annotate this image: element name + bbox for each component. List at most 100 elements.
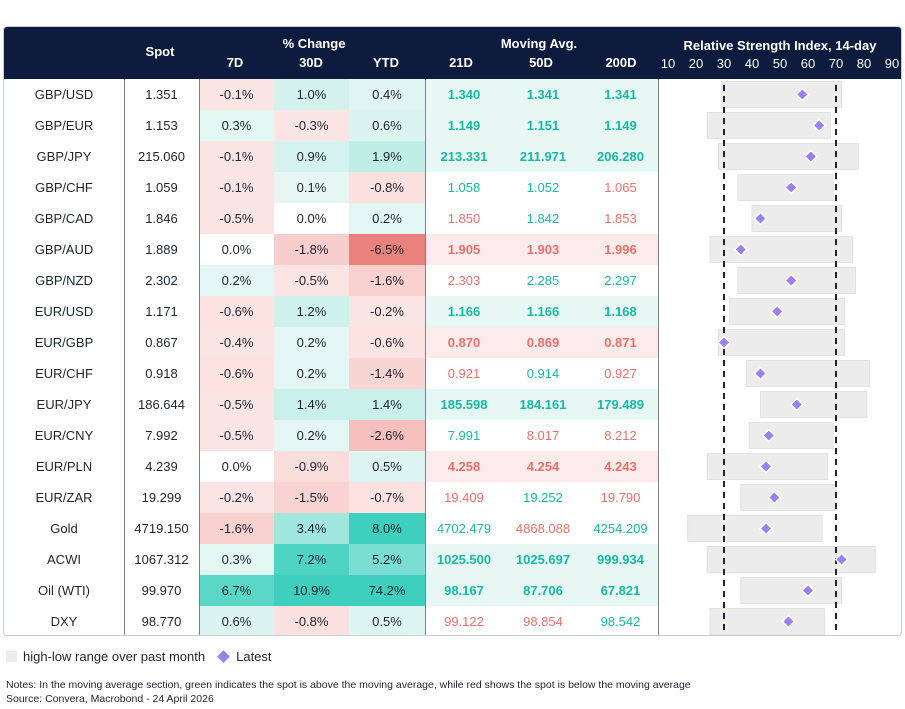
change-30d: 7.2% bbox=[274, 544, 349, 575]
legend-latest-label: Latest bbox=[236, 649, 272, 664]
rsi-tick-label: 50 bbox=[772, 56, 788, 71]
moving-avg-200d: 999.934 bbox=[597, 552, 644, 567]
legend: high-low range over past month Latest bbox=[6, 649, 272, 664]
moving-avg-50d: 19.252 bbox=[523, 490, 563, 505]
row-label: EUR/JPY bbox=[36, 397, 92, 412]
rsi-latest-marker bbox=[834, 552, 849, 567]
change-30d: 3.4% bbox=[274, 513, 349, 544]
change-30d: -1.5% bbox=[274, 482, 349, 513]
rsi-latest-marker bbox=[767, 490, 782, 505]
moving-avg-50d: 0.869 bbox=[526, 335, 560, 350]
header-rsi-title: Relative Strength Index, 14-day bbox=[683, 38, 877, 53]
moving-avg-21d: 0.921 bbox=[447, 366, 481, 381]
header-pct-change: % Change bbox=[282, 36, 346, 51]
spot-value: 19.299 bbox=[141, 490, 182, 505]
row-label: ACWI bbox=[47, 552, 81, 567]
moving-avg-21d: 1.850 bbox=[447, 211, 481, 226]
moving-avg-50d: 4.254 bbox=[526, 459, 560, 474]
moving-avg-21d: 1.149 bbox=[447, 118, 481, 133]
rsi-tick-label: 40 bbox=[744, 56, 760, 71]
change-30d: 1.0% bbox=[274, 79, 349, 110]
rsi-latest-marker bbox=[761, 428, 776, 443]
spot-value: 4719.150 bbox=[134, 521, 189, 536]
rsi-range-bar bbox=[720, 81, 843, 108]
change-7d: 0.3% bbox=[199, 110, 274, 141]
moving-avg-50d: 1.842 bbox=[526, 211, 560, 226]
moving-avg-200d: 1.065 bbox=[604, 180, 637, 195]
change-ytd: 0.4% bbox=[349, 79, 425, 110]
moving-avg-21d: 1.058 bbox=[447, 180, 481, 195]
moving-avg-21d: 185.598 bbox=[440, 397, 488, 412]
rsi-tick-label: 90 bbox=[884, 56, 900, 71]
rsi-latest-marker bbox=[800, 583, 816, 598]
rsi-latest-marker bbox=[758, 521, 774, 536]
change-ytd: -0.7% bbox=[349, 482, 425, 513]
rsi-range-bar bbox=[745, 360, 871, 387]
change-ytd: 5.2% bbox=[349, 544, 425, 575]
change-ytd: -0.8% bbox=[349, 172, 425, 203]
rsi-tick-label: 80 bbox=[856, 56, 872, 71]
moving-avg-21d: 213.331 bbox=[440, 149, 488, 164]
change-ytd: 74.2% bbox=[349, 575, 425, 606]
row-label: GBP/NZD bbox=[35, 273, 93, 288]
change-7d: 0.2% bbox=[199, 265, 274, 296]
moving-avg-200d: 4.243 bbox=[604, 459, 637, 474]
header-spot: Spot bbox=[145, 44, 175, 59]
ma-row-band bbox=[425, 296, 658, 327]
change-ytd: -0.6% bbox=[349, 327, 425, 358]
rsi-tick-label: 70 bbox=[828, 56, 844, 71]
fx-table-panel: Spot % Change 7D 30D YTD Moving Avg. 21D… bbox=[3, 26, 902, 636]
rsi-latest-marker bbox=[795, 87, 810, 102]
change-7d: -0.1% bbox=[199, 141, 274, 172]
ma-row-band bbox=[425, 141, 658, 172]
change-7d: -0.1% bbox=[199, 79, 274, 110]
ma-row-band bbox=[425, 327, 658, 358]
spot-value: 1.351 bbox=[145, 87, 178, 102]
source-text: Source: Convera, Macrobond - 24 April 20… bbox=[6, 693, 214, 705]
moving-avg-21d: 98.167 bbox=[444, 583, 484, 598]
change-ytd: -6.5% bbox=[349, 234, 425, 265]
moving-avg-50d: 1025.697 bbox=[515, 552, 571, 567]
moving-avg-21d: 2.303 bbox=[447, 273, 481, 288]
spot-value: 1.153 bbox=[145, 118, 178, 133]
moving-avg-200d: 98.542 bbox=[600, 614, 641, 629]
change-7d: -1.6% bbox=[199, 513, 274, 544]
rsi-range-bar bbox=[740, 577, 843, 604]
change-7d: -0.5% bbox=[199, 420, 274, 451]
row-label: GBP/CAD bbox=[34, 211, 94, 226]
moving-avg-21d: 19.409 bbox=[444, 490, 484, 505]
spot-value: 1067.312 bbox=[134, 552, 189, 567]
row-label: DXY bbox=[50, 614, 78, 629]
rsi-tick-label: 60 bbox=[800, 56, 816, 71]
column-separator bbox=[425, 79, 426, 635]
spot-value: 215.060 bbox=[138, 149, 185, 164]
change-30d: -1.8% bbox=[274, 234, 349, 265]
change-30d: 0.2% bbox=[274, 420, 349, 451]
change-ytd: -0.2% bbox=[349, 296, 425, 327]
change-30d: 0.0% bbox=[274, 203, 349, 234]
change-30d: -0.3% bbox=[274, 110, 349, 141]
spot-value: 2.302 bbox=[145, 273, 178, 288]
spot-value: 0.867 bbox=[145, 335, 178, 350]
spot-value: 98.770 bbox=[141, 614, 182, 629]
change-30d: 0.1% bbox=[274, 172, 349, 203]
moving-avg-200d: 1.996 bbox=[604, 242, 637, 257]
rsi-latest-marker bbox=[789, 397, 804, 412]
row-label: EUR/ZAR bbox=[35, 490, 93, 505]
column-separator bbox=[199, 79, 200, 635]
rsi-range-bar bbox=[729, 298, 845, 325]
row-label: Oil (WTI) bbox=[38, 583, 90, 598]
moving-avg-50d: 184.161 bbox=[519, 397, 567, 412]
change-7d: 0.3% bbox=[199, 544, 274, 575]
rsi-latest-marker bbox=[803, 149, 818, 164]
rsi-latest-marker bbox=[733, 242, 748, 257]
rsi-range-bar bbox=[759, 391, 868, 418]
ma-row-band bbox=[425, 544, 658, 575]
moving-avg-200d: 8.212 bbox=[604, 428, 637, 443]
moving-avg-50d: 2.285 bbox=[526, 273, 560, 288]
moving-avg-21d: 99.122 bbox=[444, 614, 484, 629]
spot-value: 1.059 bbox=[145, 180, 178, 195]
moving-avg-200d: 1.168 bbox=[604, 304, 637, 319]
rsi-range-bar bbox=[717, 329, 845, 356]
row-label: EUR/USD bbox=[34, 304, 94, 319]
